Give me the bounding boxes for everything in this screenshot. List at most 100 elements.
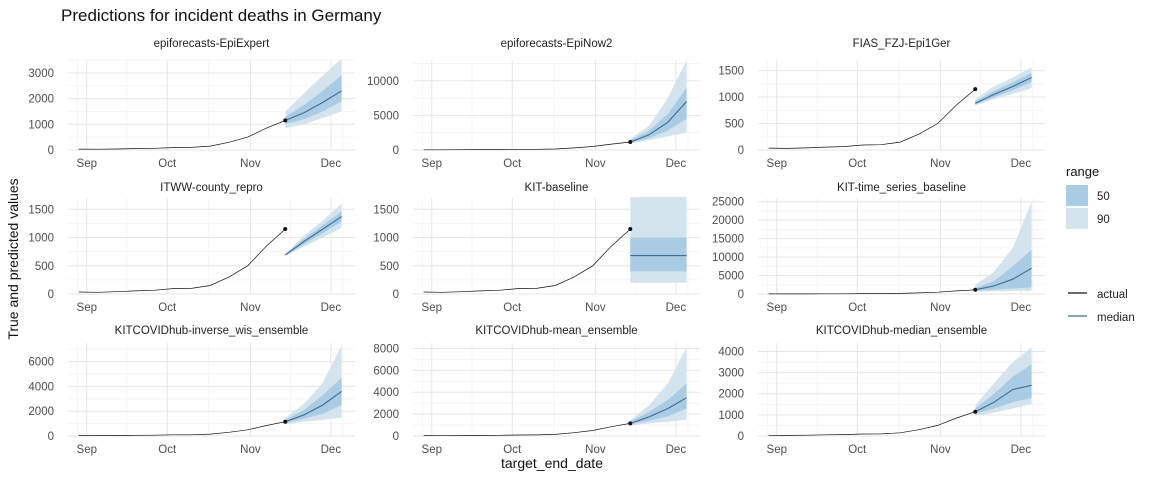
x-tick-label: Sep: [767, 302, 787, 314]
panel-title: KITCOVIDhub-inverse_wis_ensemble: [115, 325, 309, 337]
panel-title: epiforecasts-EpiExpert: [154, 38, 270, 50]
band-50: [285, 75, 342, 125]
legend-swatch-50: [1066, 185, 1088, 206]
panel-8: KITCOVIDhub-mean_ensemble 0 2000 4000 6000 80…: [373, 325, 700, 456]
band-50: [975, 364, 1032, 414]
x-tick-label: Oct: [158, 302, 177, 314]
panel-3: FIAS_FZJ-Epi1Ger 0 500 1000 1500 Sep Oct Nov Dec: [718, 38, 1045, 170]
actual-last-point: [628, 227, 633, 232]
x-tick-label: Oct: [158, 444, 177, 456]
x-tick-label: Nov: [240, 444, 261, 456]
median-line: [975, 384, 1032, 413]
panel-title: KITCOVIDhub-mean_ensemble: [475, 325, 637, 337]
x-tick-label: Dec: [321, 302, 342, 314]
median-line: [630, 397, 687, 424]
y-tick-label: 0: [738, 145, 744, 157]
actual-line: [768, 411, 976, 436]
x-tick-label: Nov: [930, 444, 951, 456]
facet-panels: epiforecasts-EpiExpert 0 1000 2000 3000 Sep Oc…: [28, 38, 1045, 456]
y-tick-label: 1000: [373, 233, 399, 245]
x-tick-label: Dec: [1011, 444, 1032, 456]
x-tick-label: Dec: [1011, 158, 1032, 170]
panel-title: KIT-baseline: [525, 182, 589, 194]
panel-2: epiforecasts-EpiNow2 0 5000 10000 Sep Oct Nov D…: [367, 38, 700, 170]
x-tick-label: Sep: [422, 444, 442, 456]
y-tick-label: 4000: [373, 387, 399, 399]
legend-swatch-90: [1066, 208, 1088, 229]
y-tick-label: 1000: [718, 410, 744, 422]
actual-line: [78, 228, 286, 293]
legend-range-title: range: [1066, 164, 1099, 179]
legend-label-90: 90: [1097, 214, 1110, 226]
actual-line: [768, 88, 976, 149]
x-tick-label: Nov: [930, 158, 951, 170]
actual-last-point: [283, 419, 288, 424]
x-axis-label: target_end_date: [501, 455, 603, 471]
chart-title: Predictions for incident deaths in Germa…: [61, 6, 382, 25]
x-tick-label: Nov: [585, 158, 606, 170]
y-tick-label: 500: [725, 119, 744, 131]
y-tick-label: 0: [738, 431, 744, 443]
y-tick-label: 15000: [712, 234, 744, 246]
median-line: [284, 216, 342, 256]
actual-last-point: [973, 287, 978, 292]
actual-line: [768, 289, 976, 295]
actual-last-point: [628, 421, 633, 426]
x-tick-label: Oct: [848, 444, 867, 456]
x-tick-label: Dec: [1011, 302, 1032, 314]
y-tick-label: 2000: [28, 406, 54, 418]
band-50: [630, 237, 687, 272]
x-tick-label: Oct: [503, 158, 522, 170]
y-tick-label: 2000: [373, 409, 399, 421]
x-tick-label: Dec: [666, 158, 687, 170]
y-tick-label: 2000: [718, 389, 744, 401]
legend-label-median: median: [1097, 312, 1135, 324]
median-line: [285, 390, 342, 423]
y-tick-label: 0: [393, 431, 399, 443]
median-line: [975, 77, 1032, 104]
x-tick-label: Sep: [767, 158, 787, 170]
actual-line: [423, 228, 631, 293]
panel-title: ITWW-county_repro: [160, 182, 263, 194]
y-tick-label: 4000: [28, 381, 54, 393]
x-tick-label: Dec: [321, 158, 342, 170]
y-tick-label: 0: [738, 289, 744, 301]
y-tick-label: 500: [35, 261, 54, 273]
median-line: [630, 101, 688, 143]
x-tick-label: Sep: [422, 302, 442, 314]
legend-label-50: 50: [1097, 191, 1110, 203]
x-tick-label: Nov: [240, 158, 261, 170]
x-tick-label: Oct: [848, 302, 867, 314]
x-tick-label: Dec: [321, 444, 342, 456]
y-tick-label: 0: [48, 431, 54, 443]
actual-last-point: [283, 118, 288, 123]
y-tick-label: 5000: [718, 271, 744, 283]
x-tick-label: Nov: [585, 302, 606, 314]
panel-9: KITCOVIDhub-median_ensemble 0 1000 2000 3000…: [718, 325, 1045, 456]
x-tick-label: Sep: [77, 158, 97, 170]
y-tick-label: 0: [393, 289, 399, 301]
panel-title: FIAS_FZJ-Epi1Ger: [853, 38, 951, 50]
band-50: [975, 249, 1032, 291]
y-tick-label: 3000: [718, 368, 744, 380]
panel-5: KIT-baseline 0 500 1000 1500 Sep Oct Nov Dec: [373, 182, 700, 314]
x-tick-label: Nov: [930, 302, 951, 314]
y-axis-label: True and predicted values: [5, 178, 21, 339]
y-tick-label: 500: [380, 261, 399, 273]
panel-6: KIT-time_series_baseline 0 5000 10000 15000 2…: [712, 182, 1045, 314]
y-tick-label: 0: [393, 145, 399, 157]
actual-line: [78, 120, 286, 150]
panel-title: epiforecasts-EpiNow2: [501, 38, 613, 50]
y-tick-label: 10000: [367, 76, 399, 88]
x-tick-label: Dec: [666, 444, 687, 456]
y-tick-label: 3000: [28, 68, 54, 80]
x-tick-label: Sep: [77, 444, 97, 456]
x-tick-label: Sep: [422, 158, 442, 170]
y-tick-label: 5000: [373, 110, 399, 122]
panel-title: KITCOVIDhub-median_ensemble: [816, 325, 987, 337]
y-tick-label: 1500: [373, 204, 399, 216]
y-tick-label: 1500: [718, 66, 744, 78]
x-tick-label: Dec: [666, 302, 687, 314]
